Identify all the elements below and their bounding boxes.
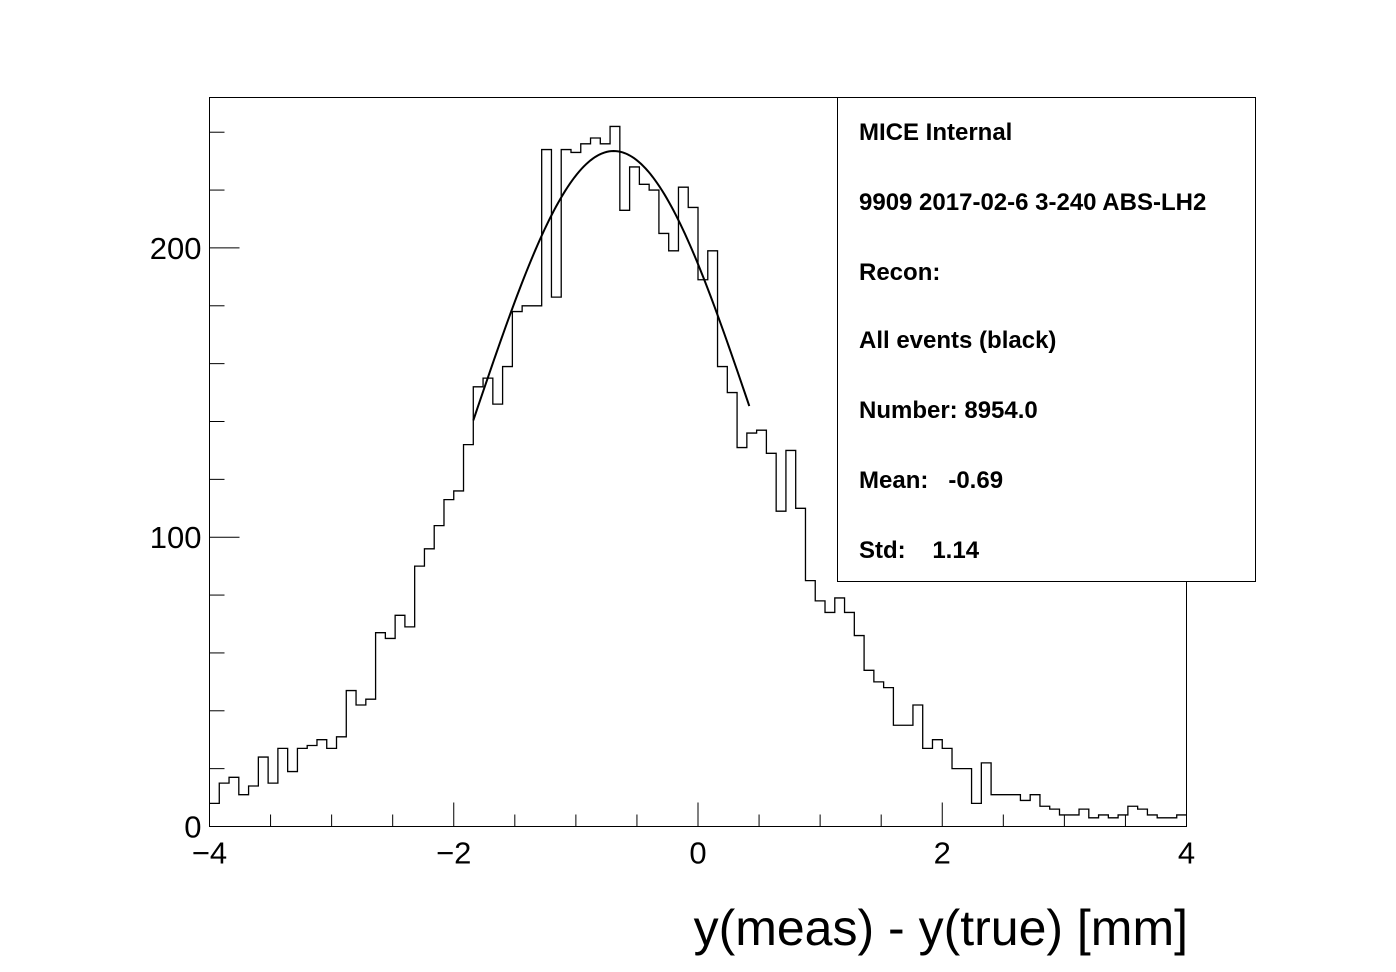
- histogram-steps: [209, 125, 1187, 819]
- legend-line-recon: Recon:: [859, 259, 941, 286]
- legend-line-experiment: MICE Internal: [859, 119, 1013, 146]
- x-tick-label: 4: [1178, 836, 1195, 871]
- x-tick-label: 2: [934, 836, 951, 871]
- gaussian-fit-curve: [472, 150, 751, 421]
- legend-line-std: Std: 1.14: [859, 537, 980, 564]
- x-tick-label: −2: [436, 836, 471, 871]
- legend-line-run-info: 9909 2017-02-6 3-240 ABS-LH2: [859, 189, 1207, 216]
- x-axis-title: y(meas) - y(true) [mm]: [694, 900, 1188, 956]
- legend-line-mean: Mean: -0.69: [859, 467, 1004, 494]
- legend-line-number: Number: 8954.0: [859, 397, 1038, 424]
- y-tick-label: 100: [150, 520, 202, 555]
- x-tick-label: −4: [192, 836, 227, 871]
- y-tick-label: 0: [184, 810, 201, 845]
- x-axis-ticks: −4 −2 0 2 4: [192, 802, 1195, 871]
- legend-line-selection: All events (black): [859, 327, 1057, 354]
- stats-legend-box: MICE Internal 9909 2017-02-6 3-240 ABS-L…: [837, 97, 1256, 582]
- y-axis-ticks: 0 100 200: [150, 131, 240, 845]
- y-tick-label: 200: [150, 231, 202, 266]
- x-tick-label: 0: [689, 836, 706, 871]
